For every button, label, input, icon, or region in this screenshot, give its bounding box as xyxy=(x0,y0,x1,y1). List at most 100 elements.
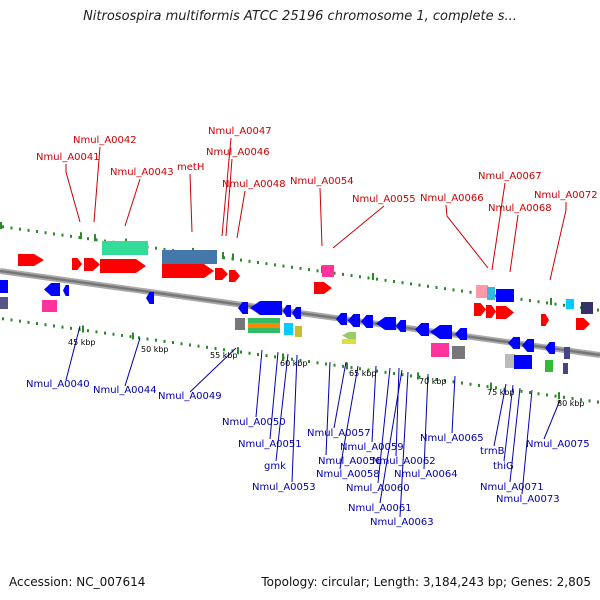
guide-dot xyxy=(163,247,166,251)
guide-dot xyxy=(333,363,336,367)
guide-dot xyxy=(333,271,336,275)
label-leader-line xyxy=(521,389,533,495)
guide-dot xyxy=(546,301,548,305)
guide-tick xyxy=(132,332,134,340)
reverse-gene-label: Nmul_A0049 xyxy=(158,391,222,402)
gene-box xyxy=(248,323,280,328)
guide-dot xyxy=(418,283,421,287)
guide-dot xyxy=(19,319,21,323)
gene-box xyxy=(452,346,465,359)
guide-dot xyxy=(282,264,285,268)
guide-dot xyxy=(444,379,446,383)
guide-dot xyxy=(350,366,353,370)
guide-dot xyxy=(546,393,548,397)
scale-label: 65 kbp xyxy=(349,369,377,378)
guide-dot xyxy=(376,369,378,373)
guide-dot xyxy=(359,275,361,279)
gene-box xyxy=(514,355,532,369)
reverse-gene-label: Nmul_A0058 xyxy=(316,469,380,480)
label-leader-line xyxy=(225,158,233,237)
reverse-gene-arrow xyxy=(430,325,452,339)
guide-dot xyxy=(95,330,98,334)
guide-tick xyxy=(417,372,419,380)
guide-dot xyxy=(427,284,429,288)
guide-dot xyxy=(529,299,531,303)
reverse-gene-arrow xyxy=(376,317,396,330)
guide-tick xyxy=(550,298,552,305)
guide-dot xyxy=(495,386,497,390)
label-leader-line xyxy=(269,351,279,440)
guide-dot xyxy=(308,268,310,272)
label-leader-line xyxy=(379,369,403,504)
guide-tick xyxy=(0,222,2,229)
forward-gene-label: metH xyxy=(177,162,204,173)
reverse-gene-arrow xyxy=(44,283,60,296)
gene-box xyxy=(431,343,449,357)
reverse-gene-arrow xyxy=(342,332,356,339)
forward-gene-label: Nmul_A0068 xyxy=(488,203,552,214)
reverse-gene-arrow xyxy=(508,337,520,349)
gene-box xyxy=(322,265,334,277)
map-title: Nitrosospira multiformis ATCC 25196 chro… xyxy=(83,9,517,24)
guide-dot xyxy=(172,341,174,345)
label-leader-line xyxy=(291,354,298,483)
reverse-gene-label: gmk xyxy=(264,461,286,472)
label-leader-line xyxy=(332,205,385,249)
reverse-gene-arrow xyxy=(455,328,467,340)
forward-gene-arrow xyxy=(18,254,44,266)
topology-info-text: Topology: circular; Length: 3,184,243 bp… xyxy=(261,575,591,589)
guide-dot xyxy=(469,290,472,294)
guide-dot xyxy=(223,348,225,352)
forward-gene-label: Nmul_A0067 xyxy=(478,171,542,182)
forward-gene-label: Nmul_A0054 xyxy=(290,176,354,187)
guide-dot xyxy=(61,233,64,237)
guide-dot xyxy=(155,338,157,342)
guide-dot xyxy=(87,237,89,241)
guide-dot xyxy=(248,351,251,355)
guide-dot xyxy=(10,226,13,230)
reverse-gene-label: Nmul_A0056 xyxy=(318,456,382,467)
forward-gene-arrow xyxy=(162,264,214,278)
reverse-gene-label: Nmul_A0044 xyxy=(93,385,157,396)
label-leader-lines xyxy=(65,137,567,518)
gene-box xyxy=(563,363,568,374)
forward-gene-label: Nmul_A0047 xyxy=(208,126,272,137)
gene-box xyxy=(248,328,280,333)
guide-dot xyxy=(444,287,446,291)
guide-dot xyxy=(129,335,132,339)
reverse-gene-label: Nmul_A0075 xyxy=(526,439,590,450)
guide-dot xyxy=(410,282,412,286)
gene-box xyxy=(496,289,514,302)
guide-tick xyxy=(372,273,374,281)
label-leader-line xyxy=(339,365,359,470)
guide-dot xyxy=(461,289,463,293)
guide-tick xyxy=(80,232,82,240)
guide-dot xyxy=(580,398,582,402)
label-leader-line xyxy=(377,367,391,484)
guide-tick xyxy=(346,362,348,370)
guide-dot xyxy=(342,272,344,276)
forward-gene-arrow xyxy=(100,259,146,273)
label-leader-line xyxy=(236,190,246,239)
guide-dot xyxy=(257,260,259,264)
guide-dot xyxy=(104,331,106,335)
guide-dot xyxy=(563,395,565,399)
guide-tick xyxy=(490,382,492,390)
guide-tick xyxy=(232,253,234,261)
guide-dot xyxy=(597,308,599,312)
forward-gene-arrow xyxy=(576,318,590,330)
reverse-gene-label: thiG xyxy=(493,461,514,472)
reverse-gene-label: Nmul_A0063 xyxy=(370,517,434,528)
reverse-gene-label: Nmul_A0062 xyxy=(372,456,436,467)
guide-dot xyxy=(265,262,268,266)
label-leader-line xyxy=(503,384,514,462)
guide-dot xyxy=(155,246,157,250)
forward-gene-label: Nmul_A0041 xyxy=(36,152,100,163)
label-leader-line xyxy=(275,353,289,462)
guide-dot xyxy=(197,344,200,348)
label-leader-line xyxy=(255,349,263,418)
guide-dot xyxy=(274,355,276,359)
guide-dot xyxy=(563,303,565,307)
guide-dot xyxy=(571,397,574,401)
